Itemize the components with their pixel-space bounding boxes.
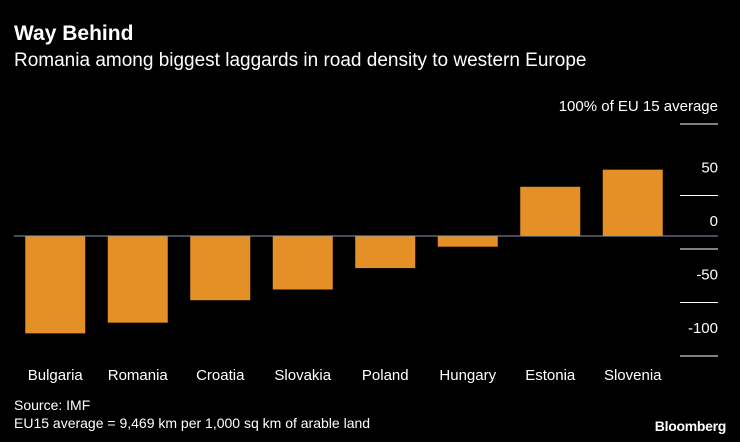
y-tick-label: 50 [701,160,718,177]
chart-footnote: Source: IMF EU15 average = 9,469 km per … [14,396,370,432]
bar-croatia [190,236,251,301]
y-tick-label: -100 [688,320,718,337]
bar-estonia [520,186,581,236]
x-tick-label: Romania [108,367,169,384]
y-tick-label: -50 [696,267,718,284]
x-tick-label: Bulgaria [28,367,84,384]
chart-title: Way Behind [14,22,134,45]
x-tick-label: Poland [362,367,409,384]
eu15-note: EU15 average = 9,469 km per 1,000 sq km … [14,415,371,431]
bar-hungary [437,236,498,247]
bar-poland [355,236,416,269]
x-tick-label: Hungary [439,367,496,384]
x-tick-label: Slovenia [604,367,662,384]
x-tick-label: Slovakia [274,367,331,384]
bar-slovakia [272,236,333,290]
x-tick-label: Croatia [196,367,245,384]
bar-romania [107,236,168,323]
y-tick-label: 0 [710,213,718,230]
bar-slovenia [602,169,663,236]
bloomberg-logo: Bloomberg [654,418,727,434]
y-axis-label: 100% of EU 15 average [559,98,718,115]
bar-bulgaria [25,236,86,334]
source-note: Source: IMF [14,397,91,413]
chart-subtitle: Romania among biggest laggards in road d… [14,50,587,71]
x-tick-label: Estonia [525,367,576,384]
